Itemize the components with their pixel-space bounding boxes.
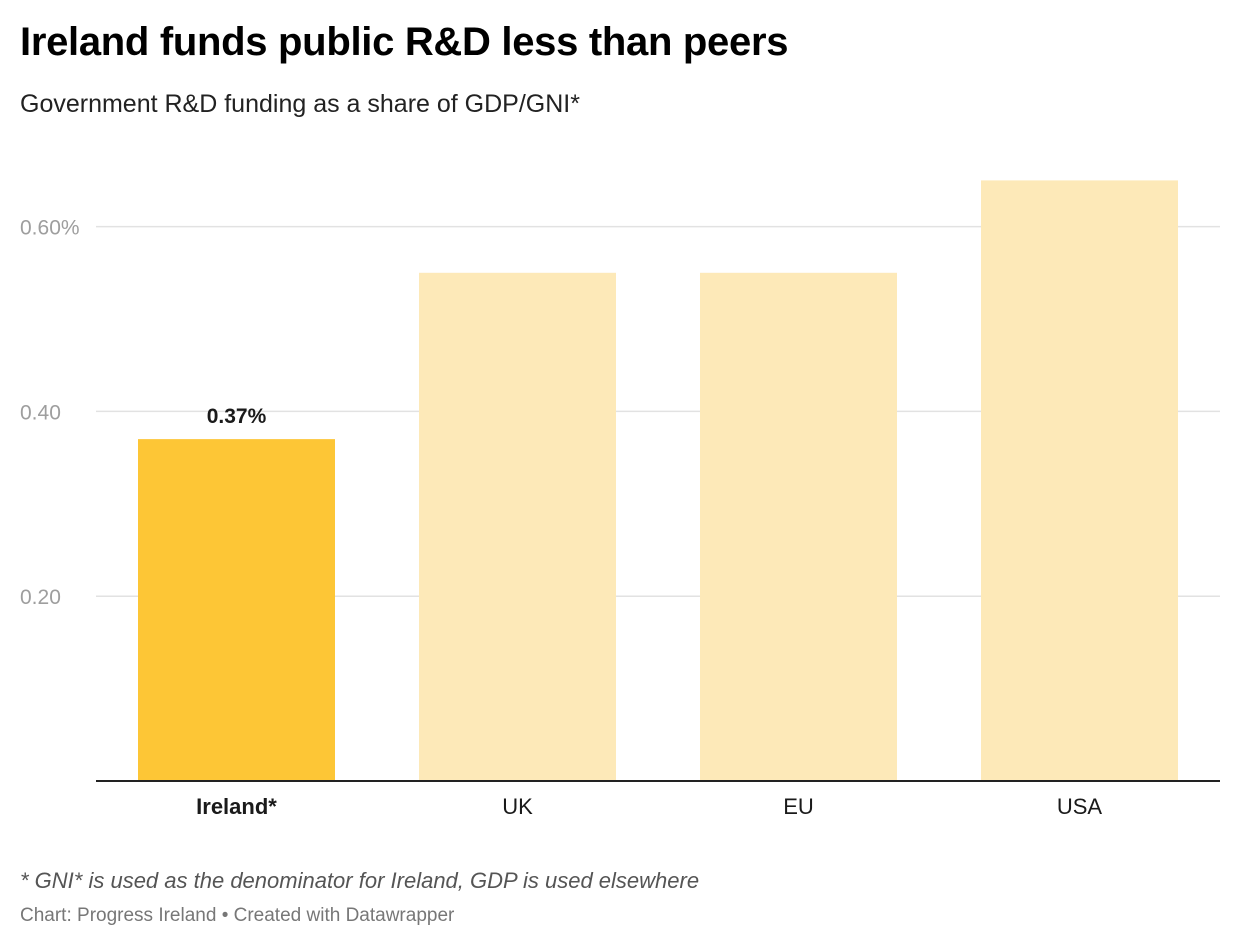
y-tick-label: 0.20 — [20, 586, 61, 609]
labels: 0.20 0.40 0.60% Ireland* 0.37% UK EU USA — [20, 217, 1102, 819]
chart-title: Ireland funds public R&D less than peers — [20, 20, 789, 64]
x-tick-label: UK — [502, 794, 533, 819]
footnote: * GNI* is used as the denominator for Ir… — [20, 868, 700, 893]
data-label: 0.37% — [207, 405, 267, 428]
x-tick-label: USA — [1057, 794, 1103, 819]
bar-uk — [419, 272, 616, 781]
bar-ireland — [138, 439, 335, 781]
x-tick-label: EU — [783, 794, 814, 819]
y-tick-label: 0.60% — [20, 217, 80, 240]
source-credit: Chart: Progress Ireland • Created with D… — [20, 905, 455, 926]
x-tick-label: Ireland* — [196, 794, 277, 819]
y-tick-label: 0.40 — [20, 401, 61, 424]
chart-subtitle: Government R&D funding as a share of GDP… — [20, 90, 580, 118]
bars — [138, 180, 1178, 781]
bar-eu — [700, 272, 897, 781]
bar-usa — [981, 180, 1178, 781]
